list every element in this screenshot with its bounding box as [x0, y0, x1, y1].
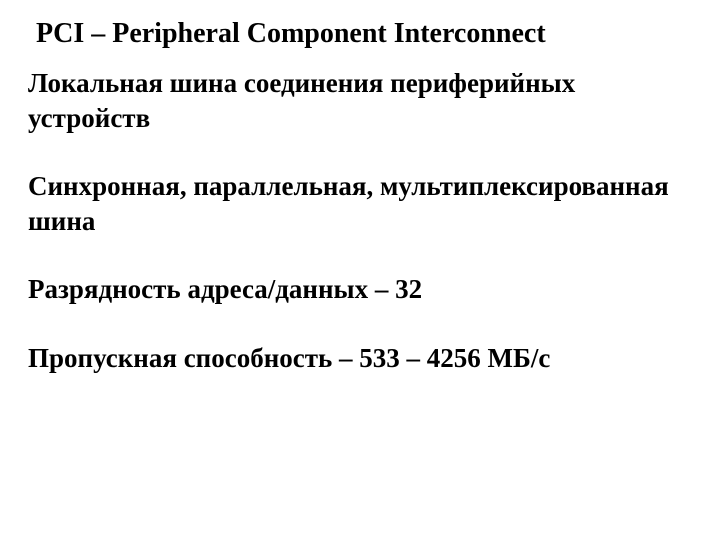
- bullet-4: Пропускная способность – 533 – 4256 МБ/с: [28, 341, 692, 376]
- bullet-2: Синхронная, параллельная, мультиплексиро…: [28, 169, 692, 238]
- bullet-1: Локальная шина соединения периферийных у…: [28, 66, 692, 135]
- bullet-3: Разрядность адреса/данных – 32: [28, 272, 692, 307]
- slide-title: PCI – Peripheral Component Interconnect: [28, 18, 692, 50]
